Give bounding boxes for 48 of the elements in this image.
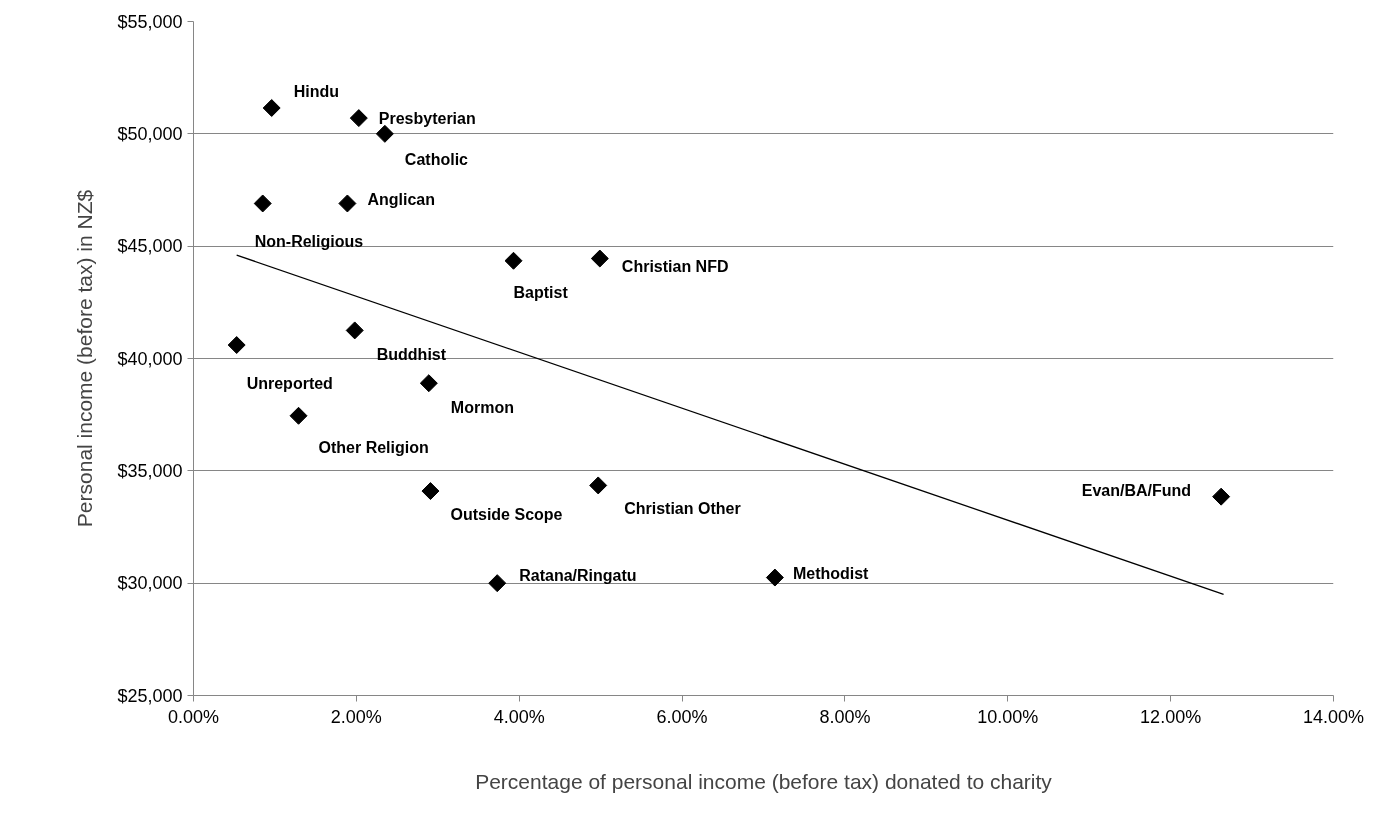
point <box>590 249 609 268</box>
point <box>421 482 440 501</box>
annotation: Unreported <box>246 374 333 392</box>
point <box>1212 487 1231 506</box>
annotation: Christian NFD <box>621 258 729 276</box>
point <box>504 251 523 270</box>
point <box>227 336 246 355</box>
y-tick-label: $50,000 <box>117 123 183 144</box>
annotation: Outside Scope <box>450 505 563 523</box>
annotation: Methodist <box>792 565 870 583</box>
y-tick-label: $45,000 <box>117 236 183 257</box>
y-tick-label: $25,000 <box>117 685 183 706</box>
annotation: Christian Other <box>624 499 741 517</box>
y-tick-label: $40,000 <box>117 348 183 369</box>
x-tick-label: 4.00% <box>493 706 545 727</box>
point <box>345 321 364 340</box>
point <box>262 99 281 117</box>
y-axis-title: Personal income (before tax) in NZ$ <box>73 189 97 528</box>
point <box>589 476 608 495</box>
x-tick-label: 12.00% <box>1140 706 1202 727</box>
annotation: Anglican <box>367 190 435 208</box>
x-tick-label: 10.00% <box>977 706 1039 727</box>
y-tick-label: $35,000 <box>117 460 183 481</box>
y-tick-label: $30,000 <box>117 573 183 594</box>
point <box>419 374 438 393</box>
annotation: Non-Religious <box>254 232 364 250</box>
x-tick-label: 6.00% <box>656 706 708 727</box>
annotation: Hindu <box>293 83 339 101</box>
x-axis-title: Percentage of personal income (before tax) donated to charity <box>475 769 1053 793</box>
annotation: Ratana/Ringatu <box>519 566 637 584</box>
x-tick-label: 0.00% <box>167 706 220 727</box>
x-tick-label: 14.00% <box>1302 706 1365 727</box>
y-tick-label: $55,000 <box>117 11 183 32</box>
annotation: Presbyterian <box>378 109 476 127</box>
point <box>253 194 272 213</box>
annotation: Mormon <box>450 398 514 416</box>
annotation: Baptist <box>513 284 569 302</box>
annotation: Evan/BA/Fund <box>1081 482 1192 500</box>
annotation: Buddhist <box>376 345 447 363</box>
annotation: Catholic <box>404 151 469 169</box>
x-tick-label: 8.00% <box>819 706 871 727</box>
point <box>488 574 507 593</box>
point <box>338 194 357 213</box>
point <box>765 568 784 587</box>
x-tick-label: 2.00% <box>330 706 382 727</box>
annotation: Other Religion <box>318 439 429 457</box>
point <box>289 406 308 425</box>
point <box>349 109 368 128</box>
